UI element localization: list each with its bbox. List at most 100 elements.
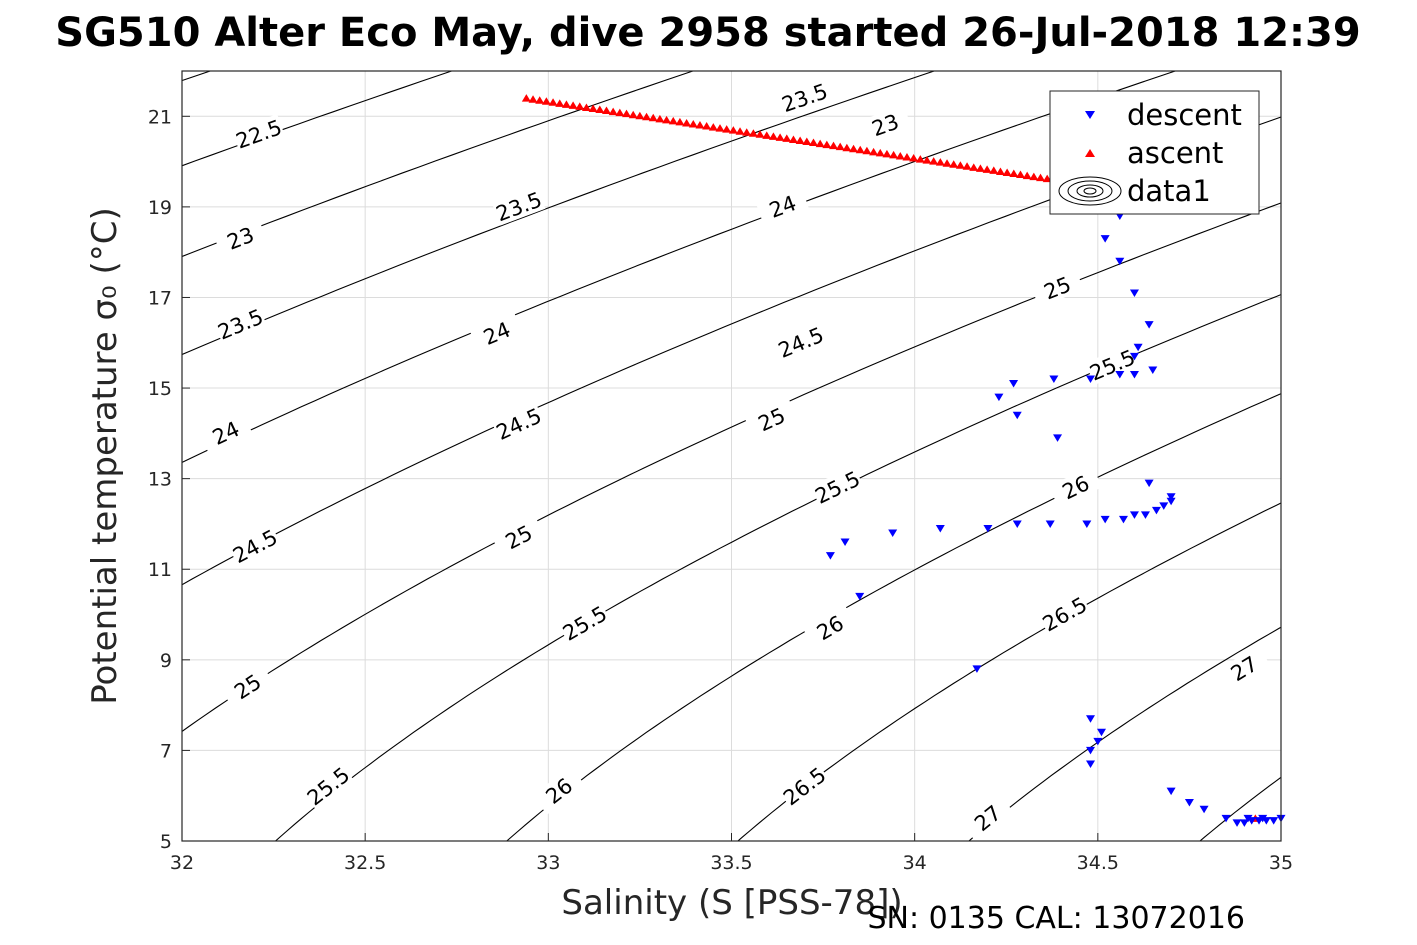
x-tick-label: 35 — [1269, 852, 1293, 874]
contour-line — [274, 293, 1281, 841]
contour-label: 27 — [1217, 645, 1271, 691]
ascent-point — [608, 107, 618, 116]
descent-point — [935, 524, 945, 533]
ascent-point — [668, 116, 678, 125]
x-tick-label: 33 — [536, 852, 560, 874]
y-tick-label: 19 — [148, 197, 172, 219]
y-tick-label: 13 — [148, 469, 172, 491]
descent-point — [1159, 502, 1169, 510]
descent-point — [1086, 760, 1096, 768]
contour-label: 26 — [1048, 465, 1103, 509]
ascent-point — [989, 166, 999, 174]
descent-point — [1012, 520, 1022, 528]
descent-point — [1221, 814, 1231, 823]
descent-point — [1184, 799, 1194, 807]
ascent-point — [1036, 173, 1046, 182]
ascent-point — [628, 110, 638, 119]
chart-title: SG510 Alter Eco May, dive 2958 started 2… — [55, 10, 1360, 56]
ascent-point — [889, 150, 899, 159]
contour-label: 25.5 — [810, 465, 865, 509]
ascent-point — [822, 140, 832, 149]
y-tick-label: 17 — [148, 287, 172, 309]
ascent-point — [795, 136, 805, 144]
descent-point — [1133, 343, 1143, 352]
ascent-point — [782, 134, 792, 142]
ascent-point — [1042, 174, 1052, 183]
descent-point — [1148, 366, 1158, 374]
descent-point — [1100, 235, 1110, 243]
descent-point — [1093, 737, 1103, 746]
descent-point — [1166, 493, 1176, 501]
contour-label: 24 — [469, 312, 524, 354]
legend-item-ascent: ascent — [1085, 136, 1223, 170]
y-axis-ticks: 5 7 9 11 13 15 17 19 21 — [148, 106, 190, 853]
ascent-point — [662, 115, 672, 124]
ascent-point — [909, 154, 919, 162]
y-tick-label: 11 — [148, 559, 172, 581]
ascent-point — [695, 121, 705, 129]
descent-point — [1243, 814, 1253, 823]
descent-point — [1012, 411, 1022, 420]
contour-label: 26.5 — [1037, 591, 1092, 636]
descent-point — [825, 552, 835, 560]
descent-point — [1009, 380, 1019, 388]
ascent-point — [615, 108, 625, 117]
contour-label: 26.5 — [777, 761, 831, 810]
descent-point — [1129, 352, 1139, 361]
ascent-point — [635, 111, 645, 120]
contour-label: 23.5 — [777, 78, 832, 117]
svg-text:24.5: 24.5 — [229, 525, 282, 568]
ascent-point — [762, 131, 772, 139]
contour-label: 26 — [803, 604, 857, 650]
contour-label: 26 — [532, 766, 585, 815]
ascent-point — [541, 97, 551, 105]
ascent-point — [862, 146, 872, 155]
descent-point — [1049, 375, 1059, 383]
descent-point — [1086, 715, 1096, 723]
contour-label: 24.5 — [491, 402, 546, 445]
descent-point — [1232, 819, 1242, 827]
ascent-point — [802, 137, 812, 146]
contour-line — [182, 202, 1281, 733]
descent-point — [1258, 814, 1268, 823]
descent-point — [1086, 375, 1096, 383]
contour-label: 25 — [744, 398, 799, 440]
ascent-point — [708, 123, 718, 131]
descent-points — [825, 198, 1286, 827]
svg-text:23.5: 23.5 — [214, 305, 266, 345]
ascent-point — [942, 159, 952, 167]
legend-item-descent: descent — [1085, 98, 1242, 132]
ascent-point — [595, 105, 605, 114]
contour-line — [182, 71, 212, 82]
legend-item-data1: data1 — [1058, 174, 1211, 208]
legend: descent ascent data1 — [1049, 90, 1260, 215]
ascent-point — [548, 98, 558, 106]
ascent-point — [1009, 169, 1019, 178]
descent-point — [994, 393, 1004, 402]
ascent-point — [829, 141, 839, 150]
descent-point — [1144, 479, 1154, 488]
ascent-point — [975, 164, 985, 172]
ascent-point — [1015, 170, 1025, 179]
ascent-point — [748, 129, 758, 137]
ascent-point — [962, 162, 972, 170]
legend-label-descent: descent — [1127, 98, 1242, 132]
ascent-point — [875, 148, 885, 157]
ascent-point — [575, 102, 585, 110]
svg-text:25.5: 25.5 — [303, 763, 355, 811]
ascent-point — [642, 112, 652, 121]
ascent-point — [561, 100, 571, 108]
contour-label: 24.5 — [228, 523, 282, 568]
svg-text:25.5: 25.5 — [1086, 345, 1138, 385]
ascent-point — [528, 95, 538, 103]
ascent-point — [755, 130, 765, 138]
ascent-point — [815, 139, 825, 148]
ascent-point — [808, 138, 818, 147]
descent-point — [888, 529, 898, 537]
descent-point — [1115, 370, 1125, 379]
descent-point — [1096, 728, 1106, 737]
contour-label: 22.5 — [231, 114, 286, 154]
y-axis-label: Potential temperature σ₀ (°C) — [85, 207, 125, 705]
ascent-point — [601, 106, 611, 115]
ascent-point — [842, 143, 852, 152]
